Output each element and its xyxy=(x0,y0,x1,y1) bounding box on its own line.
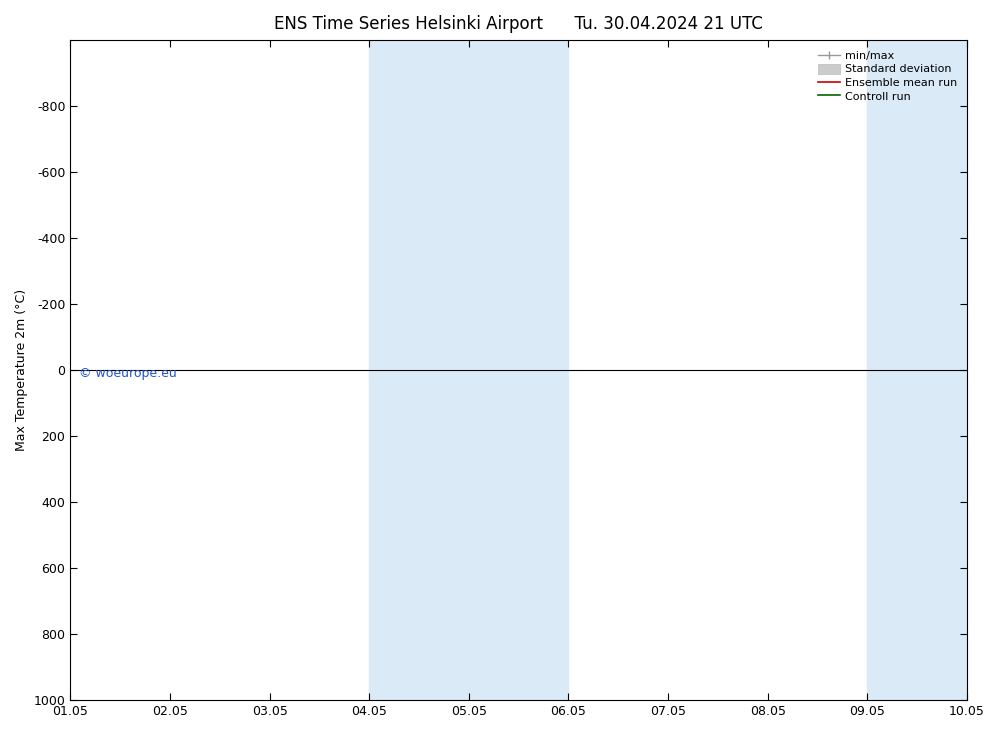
Legend: min/max, Standard deviation, Ensemble mean run, Controll run: min/max, Standard deviation, Ensemble me… xyxy=(814,45,962,106)
Text: © woeurope.eu: © woeurope.eu xyxy=(79,366,177,380)
Bar xyxy=(867,40,967,700)
Bar xyxy=(369,40,568,700)
Title: ENS Time Series Helsinki Airport      Tu. 30.04.2024 21 UTC: ENS Time Series Helsinki Airport Tu. 30.… xyxy=(274,15,763,33)
Y-axis label: Max Temperature 2m (°C): Max Temperature 2m (°C) xyxy=(15,289,28,452)
